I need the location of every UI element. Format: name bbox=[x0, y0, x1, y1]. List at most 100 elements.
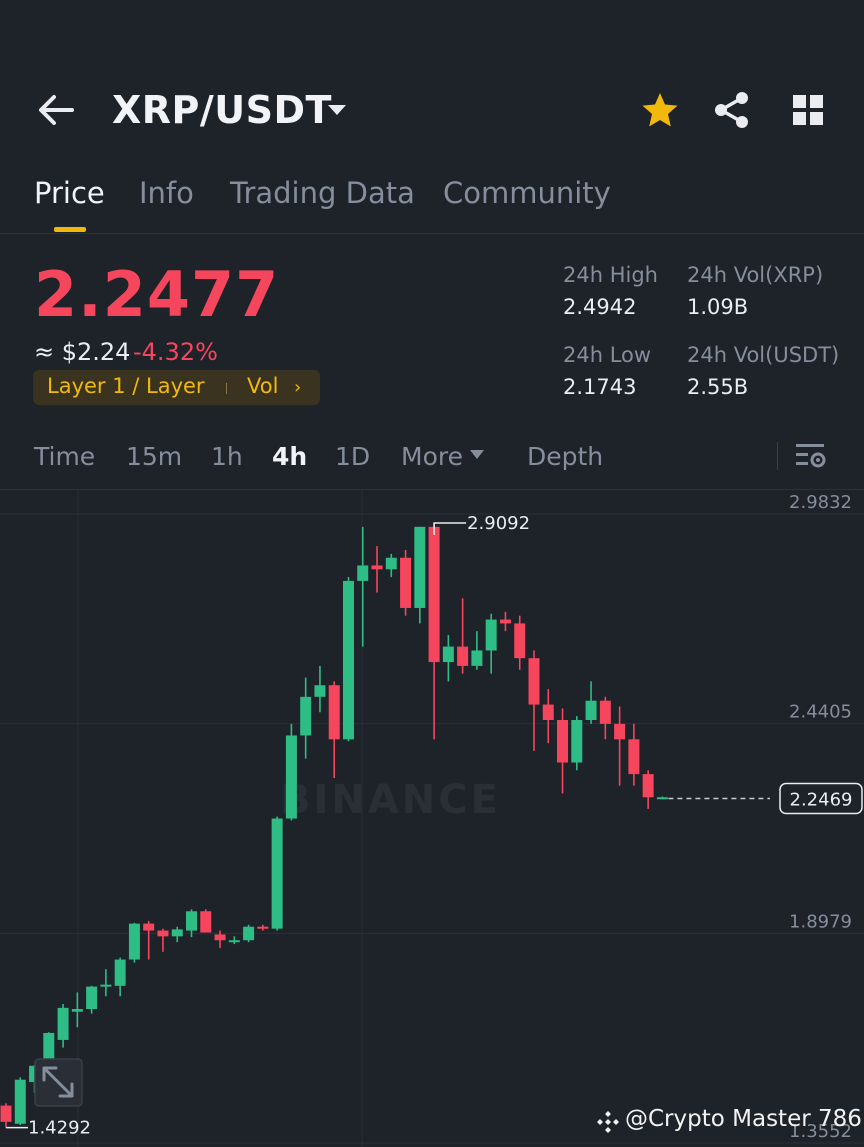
candle bbox=[86, 985, 98, 1014]
candle-body bbox=[628, 739, 640, 775]
candle-body bbox=[86, 986, 98, 1010]
candle-body bbox=[557, 720, 569, 763]
candle bbox=[428, 522, 440, 740]
binance-logo-icon bbox=[597, 1111, 619, 1133]
caret-down-icon[interactable] bbox=[326, 98, 348, 120]
interval-depth[interactable]: Depth bbox=[527, 442, 604, 471]
candle bbox=[571, 716, 583, 771]
candle-body bbox=[485, 619, 497, 651]
candle bbox=[14, 1077, 26, 1125]
candle bbox=[400, 550, 412, 616]
candle bbox=[328, 681, 340, 778]
candle bbox=[128, 922, 140, 963]
candle bbox=[528, 650, 540, 751]
interval-time[interactable]: Time bbox=[34, 442, 96, 471]
candle bbox=[371, 546, 383, 593]
candle-body bbox=[471, 650, 483, 666]
tab-community[interactable]: Community bbox=[443, 176, 611, 210]
candle bbox=[585, 681, 597, 724]
interval-more[interactable]: More bbox=[401, 442, 463, 471]
change-percent: -4.32% bbox=[133, 338, 218, 366]
candle bbox=[243, 924, 255, 943]
grid-icon[interactable] bbox=[790, 92, 826, 128]
current-price-label: 2.2469 bbox=[790, 789, 853, 810]
interval-4h[interactable]: 4h bbox=[272, 442, 308, 471]
caret-down-icon[interactable] bbox=[470, 450, 484, 460]
stat-low-value: 2.1743 bbox=[563, 375, 637, 399]
interval-15m[interactable]: 15m bbox=[126, 442, 183, 471]
candle bbox=[143, 920, 155, 960]
tab-price[interactable]: Price bbox=[34, 176, 105, 210]
tag-vol: Vol bbox=[247, 374, 279, 398]
candle-body bbox=[442, 646, 454, 663]
candle bbox=[114, 957, 126, 997]
candle-body bbox=[243, 926, 255, 941]
stat-vol-base-value: 1.09B bbox=[687, 295, 749, 319]
candle bbox=[471, 631, 483, 670]
candle-body bbox=[285, 735, 297, 819]
fiat-value: ≈ $2.24 bbox=[34, 338, 131, 366]
price-axis: 2.9832 2.4405 1.8979 1.3552 bbox=[789, 492, 852, 1142]
candle-body bbox=[656, 797, 668, 800]
candle bbox=[599, 696, 611, 740]
interval-1d[interactable]: 1D bbox=[335, 442, 371, 471]
candle-body bbox=[214, 934, 226, 941]
candle bbox=[171, 926, 183, 943]
candlestick-chart[interactable]: BINANCE 2.9832 2.4405 1.8979 1.3552 2.90… bbox=[0, 490, 864, 1147]
tab-trading-data[interactable]: Trading Data bbox=[230, 176, 415, 210]
candle bbox=[157, 928, 169, 952]
y-tick-label: 2.9832 bbox=[789, 492, 852, 513]
candle-body bbox=[114, 959, 126, 986]
candle bbox=[285, 723, 297, 821]
expand-icon[interactable] bbox=[34, 1058, 83, 1107]
watermark-credit: @Crypto Master 786 bbox=[625, 1106, 862, 1132]
last-price: 2.2477 bbox=[34, 258, 280, 331]
candle-body bbox=[385, 557, 397, 570]
interval-1h[interactable]: 1h bbox=[211, 442, 243, 471]
candle-body bbox=[300, 696, 312, 736]
candle-body bbox=[43, 1032, 55, 1068]
current-price-box bbox=[779, 782, 863, 815]
candle-body bbox=[128, 923, 140, 960]
candle bbox=[71, 992, 83, 1028]
candle bbox=[642, 770, 654, 809]
candle bbox=[186, 909, 198, 938]
candle-body bbox=[186, 911, 198, 931]
candle-body bbox=[414, 526, 426, 608]
candle-body bbox=[314, 685, 326, 697]
candle-body bbox=[171, 929, 183, 937]
stat-high-value: 2.4942 bbox=[563, 295, 637, 319]
pair-title[interactable]: XRP/USDT bbox=[112, 88, 332, 132]
candle bbox=[414, 526, 426, 624]
top-bar: XRP/USDT bbox=[0, 78, 864, 144]
stat-vol-quote-label: 24h Vol(USDT) bbox=[687, 343, 840, 367]
star-icon[interactable] bbox=[640, 90, 680, 130]
candle-body bbox=[357, 565, 369, 581]
candle-body bbox=[400, 557, 412, 608]
candle bbox=[542, 689, 554, 744]
candle bbox=[200, 909, 212, 933]
candle bbox=[385, 553, 397, 578]
chart-settings-icon[interactable] bbox=[794, 440, 828, 472]
binance-watermark: BINANCE bbox=[280, 777, 501, 823]
candle-body bbox=[143, 923, 155, 931]
candle bbox=[257, 924, 269, 931]
stat-vol-quote-value: 2.55B bbox=[687, 375, 749, 399]
candle-body bbox=[57, 1007, 69, 1040]
candle bbox=[485, 613, 497, 674]
share-icon[interactable] bbox=[712, 90, 752, 130]
divider bbox=[777, 442, 778, 470]
back-arrow-icon[interactable] bbox=[36, 92, 76, 128]
candle bbox=[557, 708, 569, 794]
candle bbox=[271, 816, 283, 931]
y-tick-label: 1.3552 bbox=[789, 1121, 852, 1142]
category-tag[interactable]: Layer 1 / Layer Vol › bbox=[33, 370, 320, 405]
tab-info[interactable]: Info bbox=[139, 176, 194, 210]
low-marker-label: 1.4292 bbox=[28, 1118, 91, 1139]
candle-body bbox=[514, 623, 526, 659]
candle bbox=[300, 677, 312, 759]
candle bbox=[614, 706, 626, 786]
tag-category: Layer 1 / Layer bbox=[47, 374, 205, 398]
chart-markers: 2.9092 1.4292 2.2469 bbox=[6, 513, 863, 1139]
candle bbox=[228, 936, 240, 945]
